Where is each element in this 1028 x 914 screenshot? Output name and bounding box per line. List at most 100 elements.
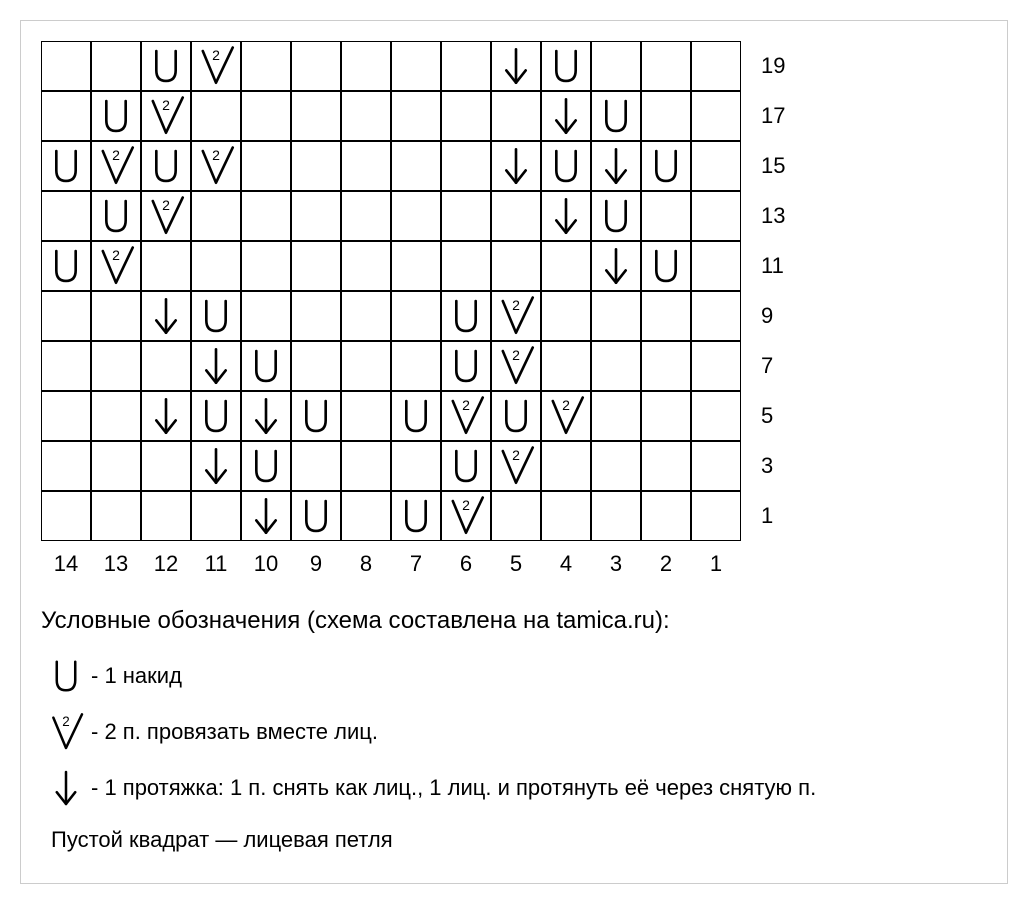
legend-row: - 1 протяжка: 1 п. снять как лиц., 1 лиц… — [41, 767, 987, 809]
chart-cell — [541, 91, 591, 141]
row-label: 15 — [741, 153, 821, 179]
chart-cell — [491, 241, 541, 291]
chart-cell — [191, 341, 241, 391]
svg-text:2: 2 — [512, 347, 520, 363]
chart-row: 2 7 — [41, 341, 987, 391]
chart-cell — [541, 141, 591, 191]
chart-cell: 2 — [191, 41, 241, 91]
chart-cell — [41, 491, 91, 541]
chart-cell — [291, 41, 341, 91]
row-label: 3 — [741, 453, 821, 479]
chart-cell — [491, 91, 541, 141]
row-label: 19 — [741, 53, 821, 79]
column-label: 6 — [441, 551, 491, 577]
svg-text:2: 2 — [512, 297, 520, 313]
legend-note: Пустой квадрат — лицевая петля — [51, 827, 987, 853]
chart-cell — [491, 191, 541, 241]
chart-cell — [641, 191, 691, 241]
row-label: 11 — [741, 253, 821, 279]
chart-cell — [691, 441, 741, 491]
chart-cell — [41, 141, 91, 191]
chart-cell — [341, 341, 391, 391]
chart-cell — [141, 241, 191, 291]
chart-grid: 2 19 2 17 2 2 — [41, 41, 987, 541]
chart-cell — [641, 41, 691, 91]
chart-cell — [391, 141, 441, 191]
chart-cell — [641, 241, 691, 291]
column-label: 2 — [641, 551, 691, 577]
chart-row: 2 11 — [41, 241, 987, 291]
column-label: 8 — [341, 551, 391, 577]
legend-title: Условные обозначения (схема составлена н… — [41, 607, 987, 635]
chart-cell — [241, 141, 291, 191]
chart-cell — [591, 241, 641, 291]
chart-cell — [591, 291, 641, 341]
chart-cell — [241, 391, 291, 441]
svg-text:2: 2 — [112, 247, 120, 263]
row-label: 5 — [741, 403, 821, 429]
chart-cell: 2 — [91, 241, 141, 291]
chart-cell: 2 — [541, 391, 591, 441]
chart-cell — [691, 291, 741, 341]
chart-cell: 2 — [441, 391, 491, 441]
chart-cell — [91, 91, 141, 141]
svg-text:2: 2 — [162, 197, 170, 213]
chart-cell — [291, 91, 341, 141]
chart-cell — [641, 341, 691, 391]
chart-cell — [241, 291, 291, 341]
column-label: 1 — [691, 551, 741, 577]
column-label: 13 — [91, 551, 141, 577]
chart-cell: 2 — [141, 191, 191, 241]
chart-cell — [391, 41, 441, 91]
chart-cell — [291, 341, 341, 391]
chart-cell — [641, 291, 691, 341]
chart-cell — [241, 191, 291, 241]
legend-symbol-icon — [41, 655, 91, 697]
chart-cell — [141, 491, 191, 541]
chart-cell — [191, 91, 241, 141]
chart-cell — [141, 291, 191, 341]
chart-cell — [391, 241, 441, 291]
svg-text:2: 2 — [462, 497, 470, 513]
column-label: 10 — [241, 551, 291, 577]
chart-cell — [141, 41, 191, 91]
chart-cell — [491, 491, 541, 541]
column-label: 11 — [191, 551, 241, 577]
chart-cell — [41, 191, 91, 241]
chart-cell — [41, 41, 91, 91]
chart-cell — [541, 491, 591, 541]
column-label: 3 — [591, 551, 641, 577]
chart-cell — [141, 391, 191, 441]
chart-cell — [291, 391, 341, 441]
chart-cell — [291, 441, 341, 491]
chart-row: 2 17 — [41, 91, 987, 141]
chart-row: 2 2 5 — [41, 391, 987, 441]
chart-cell — [341, 41, 391, 91]
chart-cell — [191, 491, 241, 541]
row-label: 1 — [741, 503, 821, 529]
legend-row: - 1 накид — [41, 655, 987, 697]
chart-cell — [91, 191, 141, 241]
svg-text:2: 2 — [62, 714, 69, 729]
chart-cell — [341, 191, 391, 241]
legend-row: 2 - 2 п. провязать вместе лиц. — [41, 711, 987, 753]
column-label: 4 — [541, 551, 591, 577]
chart-cell — [291, 291, 341, 341]
legend-text: - 2 п. провязать вместе лиц. — [91, 719, 378, 745]
chart-cell — [441, 191, 491, 241]
column-label: 14 — [41, 551, 91, 577]
chart-cell — [491, 41, 541, 91]
chart-cell: 2 — [491, 441, 541, 491]
column-label: 5 — [491, 551, 541, 577]
chart-cell — [241, 441, 291, 491]
svg-text:2: 2 — [212, 147, 220, 163]
chart-cell — [641, 141, 691, 191]
legend-items: - 1 накид 2 - 2 п. провязать вместе лиц.… — [41, 655, 987, 809]
svg-text:2: 2 — [562, 397, 570, 413]
chart-row: 2 2 15 — [41, 141, 987, 191]
chart-cell — [591, 191, 641, 241]
chart-cell — [391, 341, 441, 391]
chart-cell — [41, 441, 91, 491]
chart-row: 2 19 — [41, 41, 987, 91]
chart-cell — [191, 191, 241, 241]
